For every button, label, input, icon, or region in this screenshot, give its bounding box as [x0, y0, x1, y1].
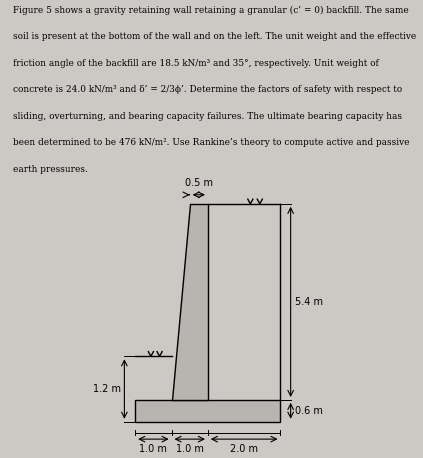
- Text: 1.0 m: 1.0 m: [176, 444, 203, 454]
- Text: 1.2 m: 1.2 m: [93, 384, 121, 394]
- Text: friction angle of the backfill are 18.5 kN/m³ and 35°, respectively. Unit weight: friction angle of the backfill are 18.5 …: [13, 59, 379, 68]
- Text: earth pressures.: earth pressures.: [13, 165, 88, 174]
- Polygon shape: [135, 400, 280, 422]
- Text: concrete is 24.0 kN/m³ and δ’ = 2/3ϕ’. Determine the factors of safety with resp: concrete is 24.0 kN/m³ and δ’ = 2/3ϕ’. D…: [13, 85, 402, 94]
- Text: 1.0 m: 1.0 m: [140, 444, 168, 454]
- Polygon shape: [172, 204, 208, 400]
- Text: 0.5 m: 0.5 m: [185, 178, 213, 188]
- Text: Figure 5 shows a gravity retaining wall retaining a granular (c’ = 0) backfill. : Figure 5 shows a gravity retaining wall …: [13, 5, 409, 15]
- Text: 2.0 m: 2.0 m: [230, 444, 258, 454]
- Text: sliding, overturning, and bearing capacity failures. The ultimate bearing capaci: sliding, overturning, and bearing capaci…: [13, 112, 402, 121]
- Text: 5.4 m: 5.4 m: [295, 297, 323, 307]
- Text: soil is present at the bottom of the wall and on the left. The unit weight and t: soil is present at the bottom of the wal…: [13, 32, 416, 41]
- Text: 0.6 m: 0.6 m: [295, 406, 323, 416]
- Text: been determined to be 476 kN/m². Use Rankine’s theory to compute active and pass: been determined to be 476 kN/m². Use Ran…: [13, 138, 409, 147]
